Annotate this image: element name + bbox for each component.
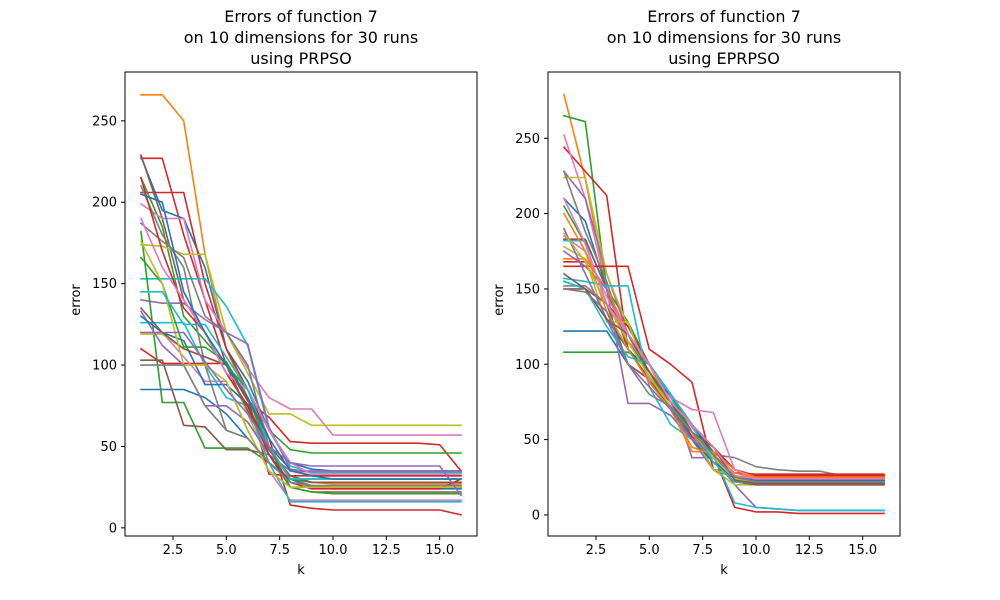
chart-title-line-2: on 10 dimensions for 30 runs: [184, 28, 419, 47]
series-line-8: [140, 243, 462, 427]
plot-area: 2.5 5.0 7.5 10.0 12.5 15.0 0 50 100 150 200 250: [515, 71, 901, 558]
y-tick-label: 0: [532, 508, 540, 523]
series-line-30: [563, 287, 885, 483]
chart-prpso: Errors of function 7 on 10 dimensions fo…: [69, 7, 478, 578]
y-tick-label: 150: [92, 277, 117, 292]
x-tick-label: 15.0: [848, 543, 877, 558]
x-tick-label: 15.0: [425, 543, 454, 558]
series-line-2: [140, 157, 463, 473]
series-line-26: [139, 240, 462, 489]
y-axis-label: error: [492, 284, 507, 316]
y-axis-label: error: [69, 284, 84, 316]
series-line-7: [139, 202, 462, 436]
x-tick-label: 7.5: [269, 543, 290, 558]
series-line-3: [562, 146, 885, 515]
chart-title-line-3: using PRPSO: [250, 49, 351, 68]
y-tick-label: 150: [515, 282, 540, 297]
series-line-28: [562, 272, 885, 485]
x-tick-label: 2.5: [163, 543, 184, 558]
x-tick-label: 5.0: [216, 543, 237, 558]
chart-eprpso: Errors of function 7 on 10 dimensions fo…: [492, 7, 901, 578]
chart-title-line-2: on 10 dimensions for 30 runs: [607, 28, 842, 47]
y-tick-label: 200: [515, 207, 540, 222]
series-line-22: [562, 280, 885, 482]
x-axis-label: k: [297, 563, 305, 578]
series-line-23: [140, 176, 463, 490]
y-tick-label: 100: [515, 358, 540, 373]
x-tick-label: 5.0: [639, 543, 660, 558]
x-tick-label: 2.5: [586, 543, 607, 558]
axes-frame: [124, 71, 478, 537]
series-lines: [139, 94, 463, 516]
plot-area: 2.5 5.0 7.5 10.0 12.5 15.0 0 50 100 150 200 250: [92, 71, 478, 558]
axes-frame: [547, 71, 901, 537]
series-line-4: [140, 191, 462, 516]
y-tick-label: 250: [92, 114, 117, 129]
series-line-6: [139, 176, 462, 454]
y-tick-label: 200: [92, 196, 117, 211]
y-tick-label: 50: [523, 433, 540, 448]
series-line-18: [140, 321, 462, 503]
x-tick-label: 10.0: [742, 543, 771, 558]
series-line-30: [139, 193, 462, 480]
x-tick-label: 12.5: [795, 543, 824, 558]
x-tick-label: 7.5: [692, 543, 713, 558]
y-tick-label: 50: [100, 440, 117, 455]
x-axis-label: k: [720, 563, 728, 578]
series-line-29: [562, 197, 885, 480]
y-tick-label: 250: [515, 132, 540, 147]
chart-title-line-3: using EPRPSO: [668, 49, 780, 68]
series-line-28: [140, 331, 463, 497]
x-tick-label: 10.0: [319, 543, 348, 558]
y-tick-label: 0: [109, 521, 117, 536]
x-tick-label: 12.5: [372, 543, 401, 558]
chart-title-line-1: Errors of function 7: [647, 7, 801, 26]
y-tick-label: 100: [92, 359, 117, 374]
series-line-25: [139, 217, 462, 475]
series-lines: [562, 93, 885, 515]
chart-title-line-1: Errors of function 7: [224, 7, 378, 26]
series-line-29: [140, 364, 462, 487]
series-line-16: [140, 331, 462, 502]
